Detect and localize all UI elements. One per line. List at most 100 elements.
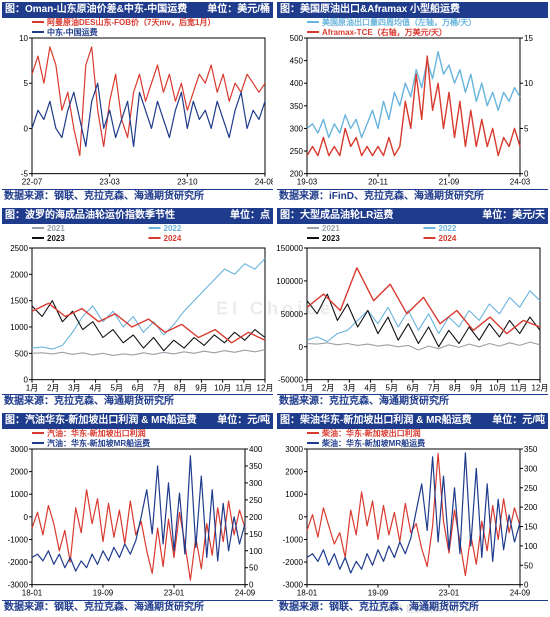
svg-text:15: 15 [524,34,533,43]
svg-text:24-09: 24-09 [235,589,256,598]
svg-text:450: 450 [290,57,304,66]
svg-text:美国原油出口量四周均值（左轴，万桶/天）: 美国原油出口量四周均值（左轴，万桶/天） [322,18,476,27]
svg-text:3000: 3000 [10,445,28,454]
svg-text:2000: 2000 [285,468,303,477]
svg-text:350: 350 [290,102,304,111]
svg-text:2000: 2000 [10,270,28,279]
svg-text:1月: 1月 [301,383,313,392]
svg-text:19-09: 19-09 [93,589,114,598]
svg-text:24-03: 24-03 [510,178,531,187]
svg-text:6月: 6月 [407,383,419,392]
svg-text:柴油：华东-新加坡MR船运费: 柴油：华东-新加坡MR船运费 [321,438,425,448]
svg-text:5: 5 [24,79,29,88]
panel-unit: 单位：美元/桶 [207,2,270,18]
svg-text:23-03: 23-03 [99,178,120,187]
svg-text:250: 250 [290,147,304,156]
svg-text:300: 300 [249,479,263,488]
panel-source: 数据来源：克拉克森、海通期货研究所 [2,394,273,409]
panel-title: 图：汽油华东-新加坡出口利润 & MR船运费 [5,413,197,429]
svg-text:汽油：华东-新加坡出口利润: 汽油：华东-新加坡出口利润 [47,429,146,438]
svg-text:300: 300 [290,124,304,133]
svg-text:阿曼原油DES山东-FOB价（7天mv，后宽1月）: 阿曼原油DES山东-FOB价（7天mv，后宽1月） [47,18,215,27]
svg-text:20-11: 20-11 [368,178,388,187]
svg-text:11月: 11月 [511,383,527,392]
svg-text:10: 10 [19,34,28,43]
svg-text:18-01: 18-01 [297,589,318,598]
panel-title: 图：波罗的海成品油轮运价指数季节性 [5,208,175,224]
svg-text:汽油：华东-新加坡MR船运费: 汽油：华东-新加坡MR船运费 [47,438,150,448]
svg-text:2月: 2月 [322,383,334,392]
chart-area: -5051022-0723-0323-1024-08阿曼原油DES山东-FOB价… [2,18,273,190]
panel-1: 图：Oman-山东原油价差&中东-中国运费 单位：美元/桶 -5051022-0… [0,0,275,206]
svg-text:7月: 7月 [153,383,165,392]
svg-text:2月: 2月 [47,383,59,392]
svg-text:8月: 8月 [174,383,186,392]
svg-text:150: 150 [249,530,263,539]
svg-text:2024: 2024 [439,234,457,243]
svg-text:0: 0 [24,124,29,133]
panel-title: 图：大型成品油轮LR运费 [280,208,393,224]
chart-svg: -3000-2000-10000100020003000050100150200… [277,429,548,601]
svg-text:22-07: 22-07 [22,178,43,187]
svg-text:5月: 5月 [386,383,398,392]
svg-text:Aframax-TCE（右轴，万美元/天）: Aframax-TCE（右轴，万美元/天） [322,27,447,37]
panel-titlebar: 图：汽油华东-新加坡出口利润 & MR船运费 单位：元/吨 [2,413,273,429]
panel-title: 图：Oman-山东原油价差&中东-中国运费 [5,2,187,18]
svg-text:2500: 2500 [10,244,28,253]
chart-grid: 图：Oman-山东原油价差&中东-中国运费 单位：美元/桶 -5051022-0… [0,0,550,617]
svg-text:9月: 9月 [470,383,482,392]
svg-text:12月: 12月 [257,383,273,392]
svg-text:2022: 2022 [164,224,182,233]
svg-text:2022: 2022 [439,224,457,233]
svg-text:150: 150 [524,523,538,532]
svg-text:中东-中国运费: 中东-中国运费 [47,27,98,37]
panel-4: 图：大型成品油轮LR运费 单位：美元/天 -500000500001000001… [275,206,550,412]
svg-text:11月: 11月 [236,383,252,392]
panel-titlebar: 图：波罗的海成品油轮运价指数季节性 单位：点 [2,208,273,224]
svg-text:23-10: 23-10 [177,178,198,187]
chart-svg: 20025030035040045050005101519-0320-1121-… [277,18,548,190]
svg-text:4月: 4月 [89,383,101,392]
svg-text:10: 10 [524,79,533,88]
svg-text:23-01: 23-01 [164,589,185,598]
panel-unit: 单位：元/吨 [217,413,270,429]
panel-titlebar: 图：Oman-山东原油价差&中东-中国运费 单位：美元/桶 [2,2,273,18]
svg-text:8月: 8月 [449,383,461,392]
svg-text:-2000: -2000 [283,558,304,567]
panel-titlebar: 图：美国原油出口&Aframax 小型船运费 [277,2,548,18]
svg-text:2021: 2021 [47,224,65,233]
svg-text:23-01: 23-01 [439,589,460,598]
svg-text:500: 500 [290,34,304,43]
svg-text:10月: 10月 [214,383,231,392]
panel-titlebar: 图：柴油华东-新加坡出口利润 & MR船运费 单位：元/吨 [277,413,548,429]
panel-source: 数据来源：克拉克森、海通期货研究所 [277,394,548,409]
panel-source: 数据来源：钢联、克拉克森、海通期货研究所 [2,600,273,615]
panel-6: 图：柴油华东-新加坡出口利润 & MR船运费 单位：元/吨 -3000-2000… [275,411,550,617]
svg-text:0: 0 [24,513,29,522]
svg-text:400: 400 [249,445,263,454]
svg-text:100: 100 [249,547,263,556]
chart-svg: -5051022-0723-0323-1024-08阿曼原油DES山东-FOB价… [2,18,273,190]
svg-text:19-03: 19-03 [297,178,318,187]
svg-text:1500: 1500 [10,296,28,305]
svg-text:5: 5 [524,124,529,133]
svg-text:500: 500 [15,349,29,358]
svg-text:50: 50 [249,564,258,573]
svg-text:50000: 50000 [281,309,304,318]
svg-text:2023: 2023 [47,234,65,243]
svg-text:250: 250 [524,484,538,493]
svg-text:21-09: 21-09 [439,178,460,187]
svg-text:350: 350 [524,445,538,454]
chart-grid-page: EI Choice 公众号 能源研发中心 图：Oman-山东原油价差&中东-中国… [0,0,550,617]
chart-area: -500000500001000001500001月2月3月4月5月6月7月8月… [277,224,548,396]
panel-unit: 单位：元/吨 [492,413,545,429]
chart-svg: 050010001500200025001月2月3月4月5月6月7月8月9月10… [2,224,273,396]
svg-text:3000: 3000 [285,445,303,454]
svg-text:250: 250 [249,496,263,505]
svg-text:-50000: -50000 [278,375,303,384]
svg-text:100: 100 [524,542,538,551]
svg-text:200: 200 [524,503,538,512]
svg-text:-1000: -1000 [8,536,29,545]
panel-titlebar: 图：大型成品油轮LR运费 单位：美元/天 [277,208,548,224]
svg-text:300: 300 [524,465,538,474]
